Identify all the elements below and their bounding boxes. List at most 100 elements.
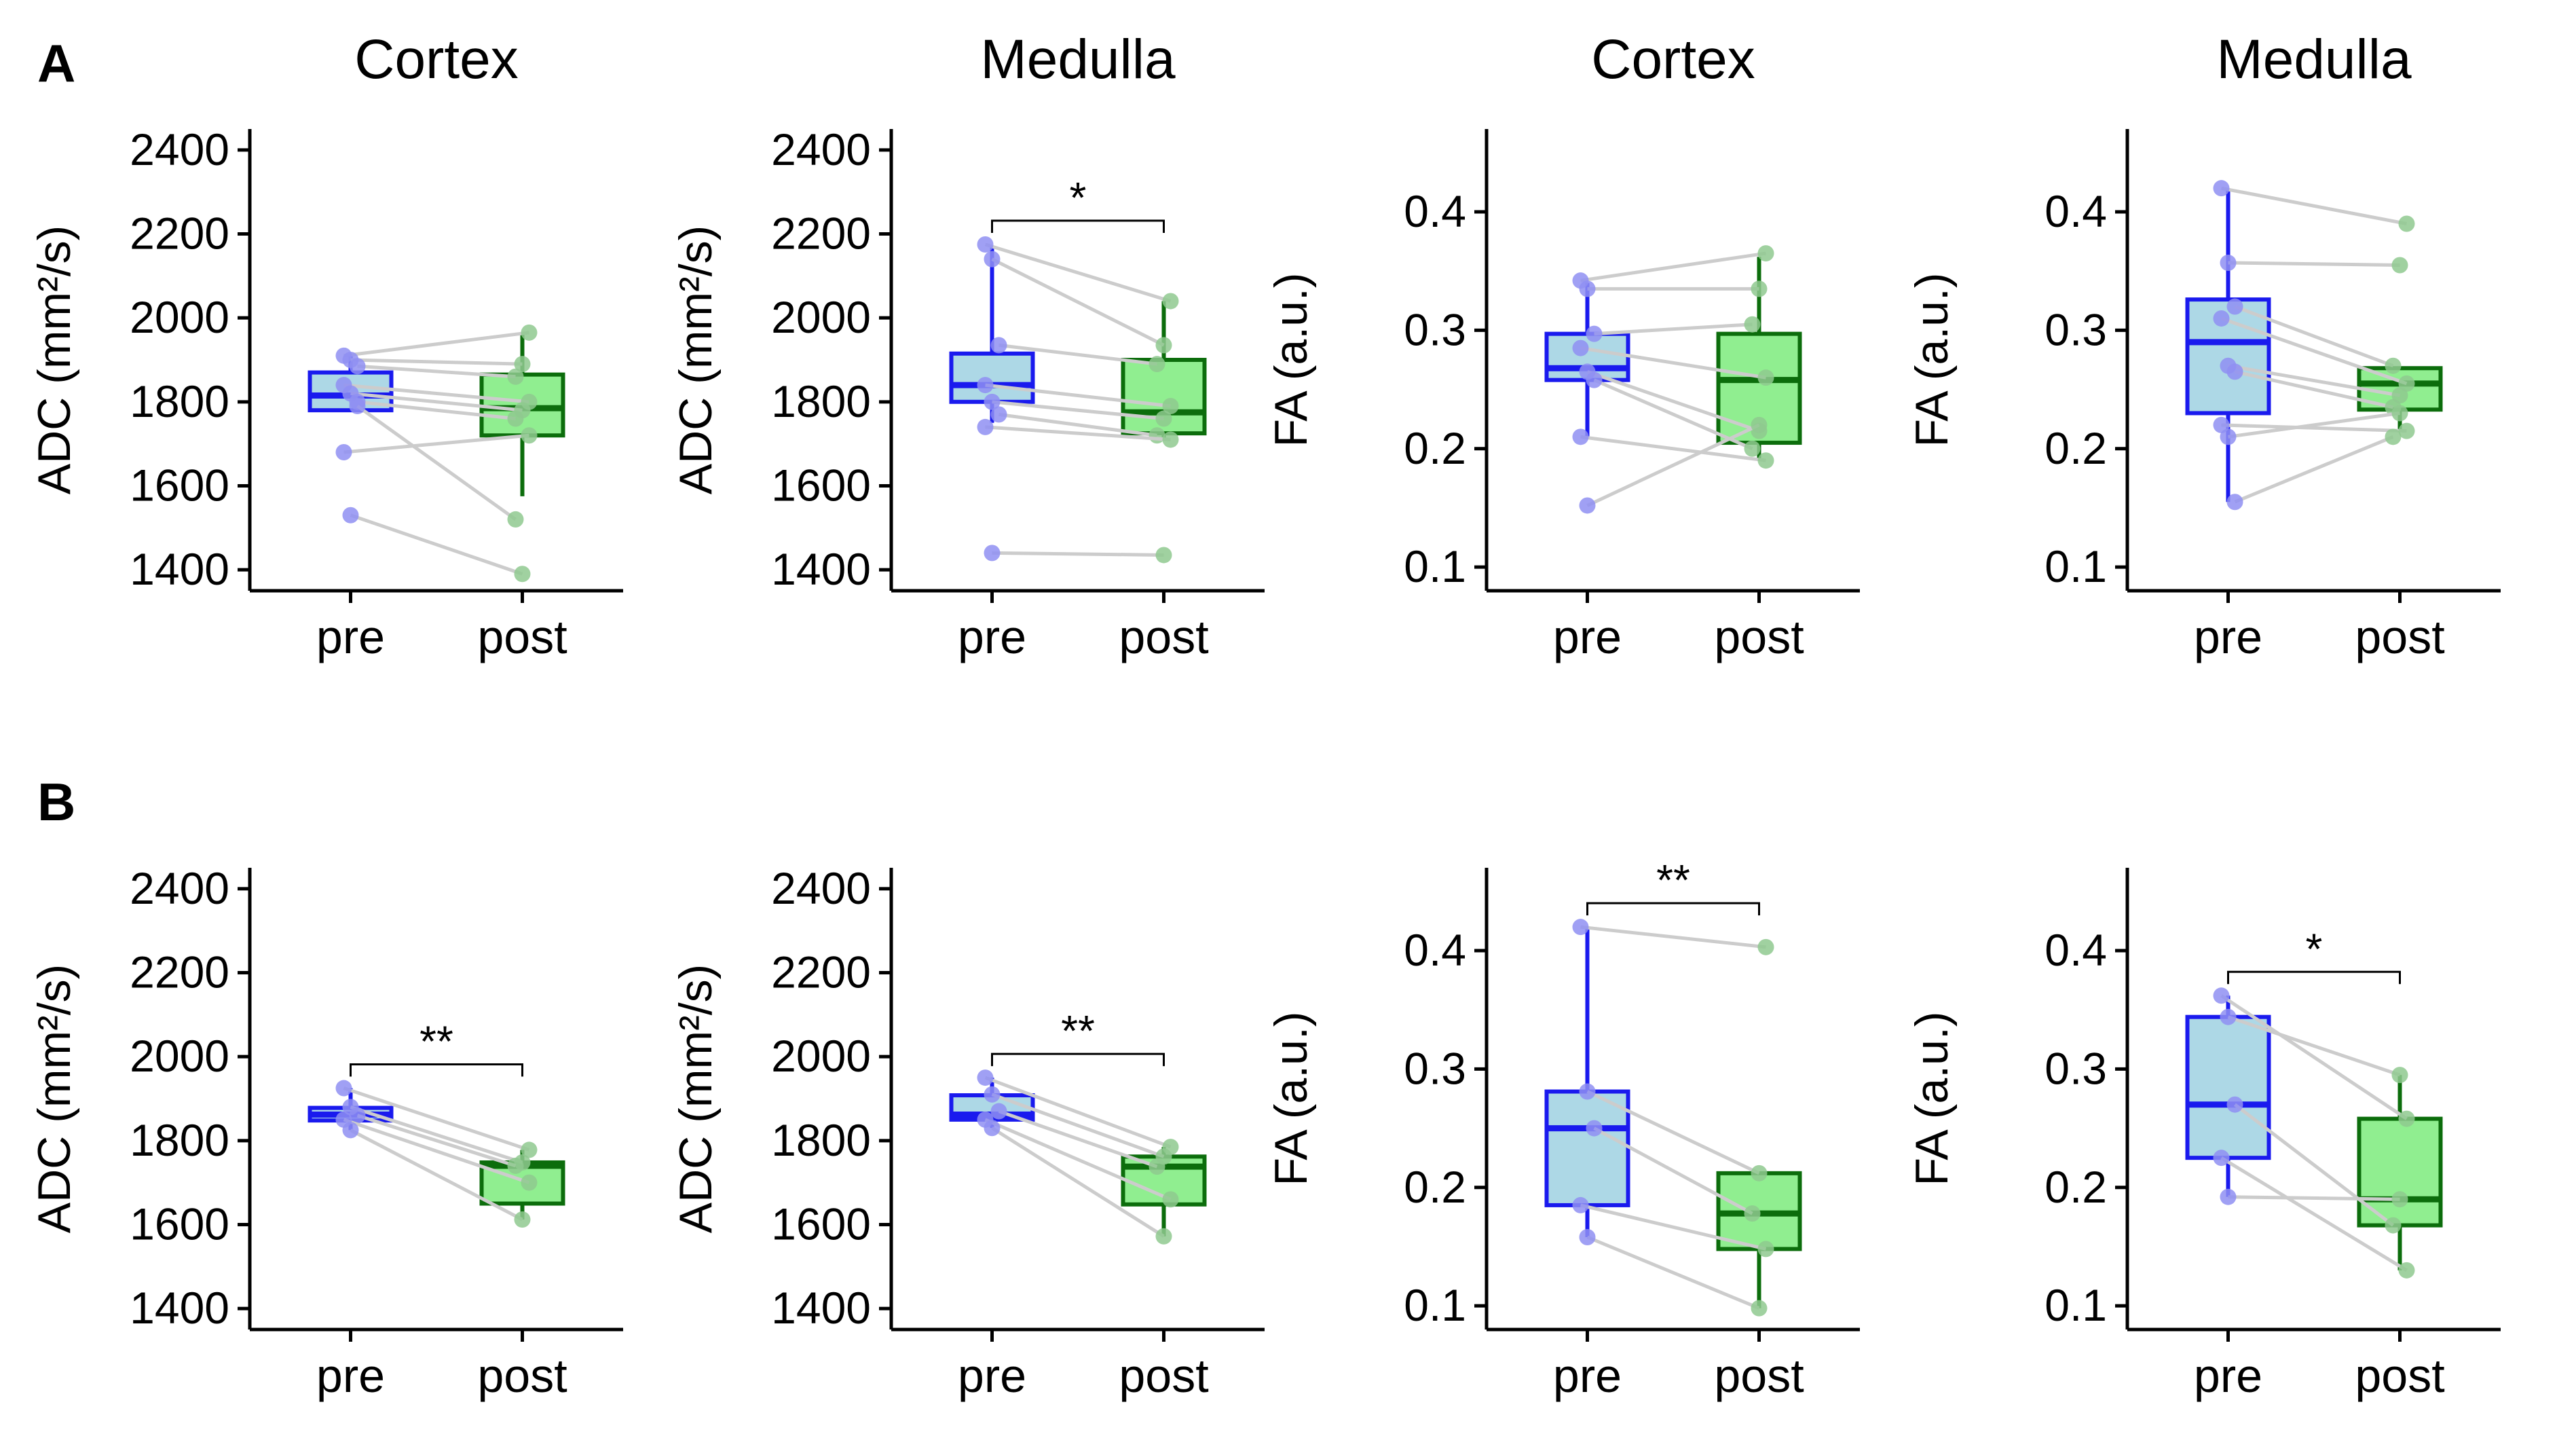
pair-line: [998, 343, 1157, 366]
y-tick-label: 1600: [130, 1198, 229, 1249]
point-post: [2391, 1067, 2408, 1084]
x-tick-label: post: [477, 610, 567, 663]
y-tick-label: 1400: [130, 1283, 229, 1333]
y-tick-label: 2200: [771, 947, 871, 997]
point-post: [2385, 428, 2402, 445]
x-tick-label: post: [1714, 610, 1804, 663]
pair-line: [2233, 1103, 2395, 1227]
pair-line: [2228, 261, 2400, 268]
pair-line: [357, 364, 516, 379]
panel-A-fa-medulla: Medulla FA (a.u.) 0.1 0.2 0.3 0.4 pre post: [1906, 29, 2501, 663]
x-tick-label: post: [477, 1349, 567, 1402]
pair-line: [350, 1129, 523, 1222]
pair-line: [991, 1093, 1165, 1158]
point-pre: [1586, 325, 1603, 342]
point-post: [1162, 293, 1179, 310]
y-tick-label: 1800: [130, 376, 229, 426]
point-pre: [2226, 1096, 2243, 1113]
point-pre: [2213, 310, 2230, 327]
point-post: [1757, 1241, 1774, 1258]
point-post: [1162, 398, 1179, 414]
row-label-b: B: [37, 772, 75, 832]
point-pre: [984, 1120, 1001, 1137]
point-post: [2398, 1262, 2415, 1279]
y-axis-label: ADC (mm²/s): [670, 964, 722, 1234]
pair-line: [984, 242, 1172, 303]
pair-line: [1580, 1203, 1767, 1251]
point-post: [2398, 422, 2415, 439]
point-post: [521, 427, 538, 444]
point-pre: [1579, 1229, 1596, 1245]
point-post: [2385, 357, 2402, 374]
point-post: [521, 1174, 538, 1191]
panel-B-fa-cortex: FA (a.u.) 0.1 0.2 0.3 0.4 pre post **: [1265, 856, 1860, 1402]
y-tick-label: 1800: [130, 1115, 229, 1165]
x-tick-label: pre: [958, 610, 1026, 663]
point-post: [1149, 1158, 1165, 1175]
pair-line: [998, 412, 1157, 437]
significance-label: **: [1061, 1006, 1095, 1055]
point-pre: [1572, 428, 1589, 445]
point-pre: [977, 418, 994, 435]
point-pre: [2213, 180, 2230, 197]
pair-line: [2234, 369, 2394, 409]
significance-bracket: [991, 1052, 1165, 1067]
pair-line: [991, 1126, 1165, 1238]
panel-A-adc-cortex: Cortex ADC (mm²/s) 1400 1600 1800 2000 2200 240…: [29, 29, 623, 663]
point-post: [1751, 1165, 1768, 1181]
point-pre: [1586, 1120, 1603, 1137]
point-pre: [2213, 987, 2230, 1004]
pair-line: [1586, 423, 1760, 507]
point-post: [1155, 337, 1172, 354]
point-post: [514, 1211, 531, 1228]
x-tick-label: pre: [316, 610, 385, 663]
pair-line: [992, 551, 1164, 557]
pair-line: [2220, 994, 2408, 1120]
point-pre: [977, 236, 994, 253]
point-pre: [1572, 919, 1589, 936]
point-pre: [1572, 340, 1589, 356]
point-pre: [984, 1086, 1001, 1103]
box-pre: [1544, 1089, 1630, 1207]
point-pre: [1579, 280, 1596, 297]
pair-line: [1586, 370, 1760, 433]
panel-B-adc-medulla: ADC (mm²/s) 1400 1600 1800 2000 2200 2400 pre po…: [670, 863, 1265, 1402]
point-post: [1757, 452, 1774, 469]
significance-bracket: [2227, 970, 2401, 985]
pair-line: [2221, 423, 2407, 433]
point-post: [2398, 375, 2415, 392]
x-tick-label: pre: [2194, 1349, 2262, 1402]
y-tick-label: 0.3: [1404, 1043, 1466, 1093]
y-tick-label: 0.2: [1404, 1162, 1466, 1212]
point-post: [1757, 938, 1774, 955]
y-tick-label: 2400: [130, 124, 229, 175]
point-post: [1155, 1228, 1172, 1245]
pair-line: [350, 1105, 523, 1165]
panel-title: Cortex: [1591, 29, 1755, 90]
pair-line: [984, 1118, 1172, 1201]
point-post: [1744, 1205, 1761, 1222]
significance-bracket: [991, 219, 1165, 233]
pair-line: [343, 383, 529, 404]
y-tick-label: 1800: [771, 1115, 871, 1165]
y-axis-label: FA (a.u.): [1906, 273, 1958, 447]
y-tick-label: 1600: [771, 460, 871, 510]
point-pre: [2213, 416, 2230, 433]
pair-line: [2228, 364, 2400, 397]
pair-line: [2228, 1195, 2400, 1201]
significance-bracket: [1586, 902, 1760, 916]
point-pre: [1579, 497, 1596, 514]
y-tick-label: 2400: [771, 124, 871, 175]
pair-line: [350, 358, 523, 366]
y-tick-label: 2400: [771, 863, 871, 913]
point-pre: [2220, 1188, 2237, 1205]
point-post: [507, 368, 524, 385]
pair-line: [1580, 925, 1766, 949]
point-pre: [2226, 298, 2243, 315]
point-post: [521, 324, 538, 341]
pair-line: [2234, 305, 2394, 368]
point-pre: [349, 398, 366, 414]
point-pre: [1586, 371, 1603, 388]
significance-label: *: [2306, 924, 2323, 973]
